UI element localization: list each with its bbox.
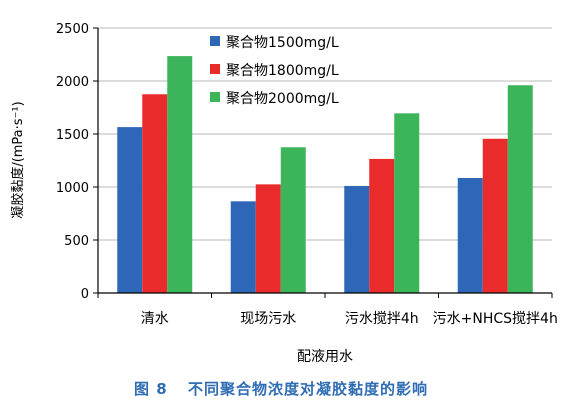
caption-text: 不同聚合物浓度对凝胶黏度的影响 bbox=[187, 380, 428, 398]
y-tick-label: 1000 bbox=[56, 181, 89, 196]
bar bbox=[344, 185, 370, 293]
bar bbox=[457, 177, 483, 293]
bar bbox=[117, 127, 143, 293]
y-tick-label: 0 bbox=[81, 287, 89, 302]
y-tick-label: 1500 bbox=[56, 128, 89, 143]
bar bbox=[167, 56, 193, 294]
bar-chart: 0 500 1000 1500 2000 2500 清水 现场污水 污水搅拌4h 污水+NHCS… bbox=[10, 22, 558, 365]
bar bbox=[369, 158, 395, 293]
legend-swatch bbox=[210, 36, 220, 46]
x-tick-label: 清水 bbox=[141, 311, 169, 327]
y-tick-label: 2000 bbox=[56, 75, 89, 90]
bar bbox=[142, 94, 168, 293]
y-tick-labels: 0 500 1000 1500 2000 2500 bbox=[56, 22, 98, 302]
bar bbox=[507, 85, 533, 294]
caption-number: 图 8 bbox=[134, 380, 168, 398]
x-tick-label: 现场污水 bbox=[240, 311, 296, 327]
legend-label: 聚合物2000mg/L bbox=[226, 91, 339, 107]
bar bbox=[255, 184, 281, 293]
bar bbox=[482, 138, 508, 293]
y-tick-label: 2500 bbox=[56, 22, 89, 37]
legend-label: 聚合物1800mg/L bbox=[226, 63, 339, 79]
x-axis-label: 配液用水 bbox=[297, 349, 353, 365]
y-axis-label: 凝胶黏度/(mPa·s⁻¹) bbox=[10, 101, 26, 218]
bar bbox=[280, 147, 306, 293]
bars bbox=[117, 56, 533, 294]
legend: 聚合物1500mg/L 聚合物1800mg/L 聚合物2000mg/L bbox=[210, 35, 339, 107]
legend-swatch bbox=[210, 64, 220, 74]
figure-caption: 图 8 不同聚合物浓度对凝胶黏度的影响 bbox=[0, 378, 562, 399]
legend-label: 聚合物1500mg/L bbox=[226, 35, 339, 51]
x-tick-label: 污水+NHCS搅拌4h bbox=[433, 311, 558, 327]
bar bbox=[230, 201, 256, 293]
x-tick-labels: 清水 现场污水 污水搅拌4h 污水+NHCS搅拌4h bbox=[97, 293, 558, 327]
x-tick-label: 污水搅拌4h bbox=[345, 311, 419, 327]
legend-swatch bbox=[210, 92, 220, 102]
bar bbox=[394, 113, 420, 293]
y-tick-label: 500 bbox=[64, 234, 89, 249]
